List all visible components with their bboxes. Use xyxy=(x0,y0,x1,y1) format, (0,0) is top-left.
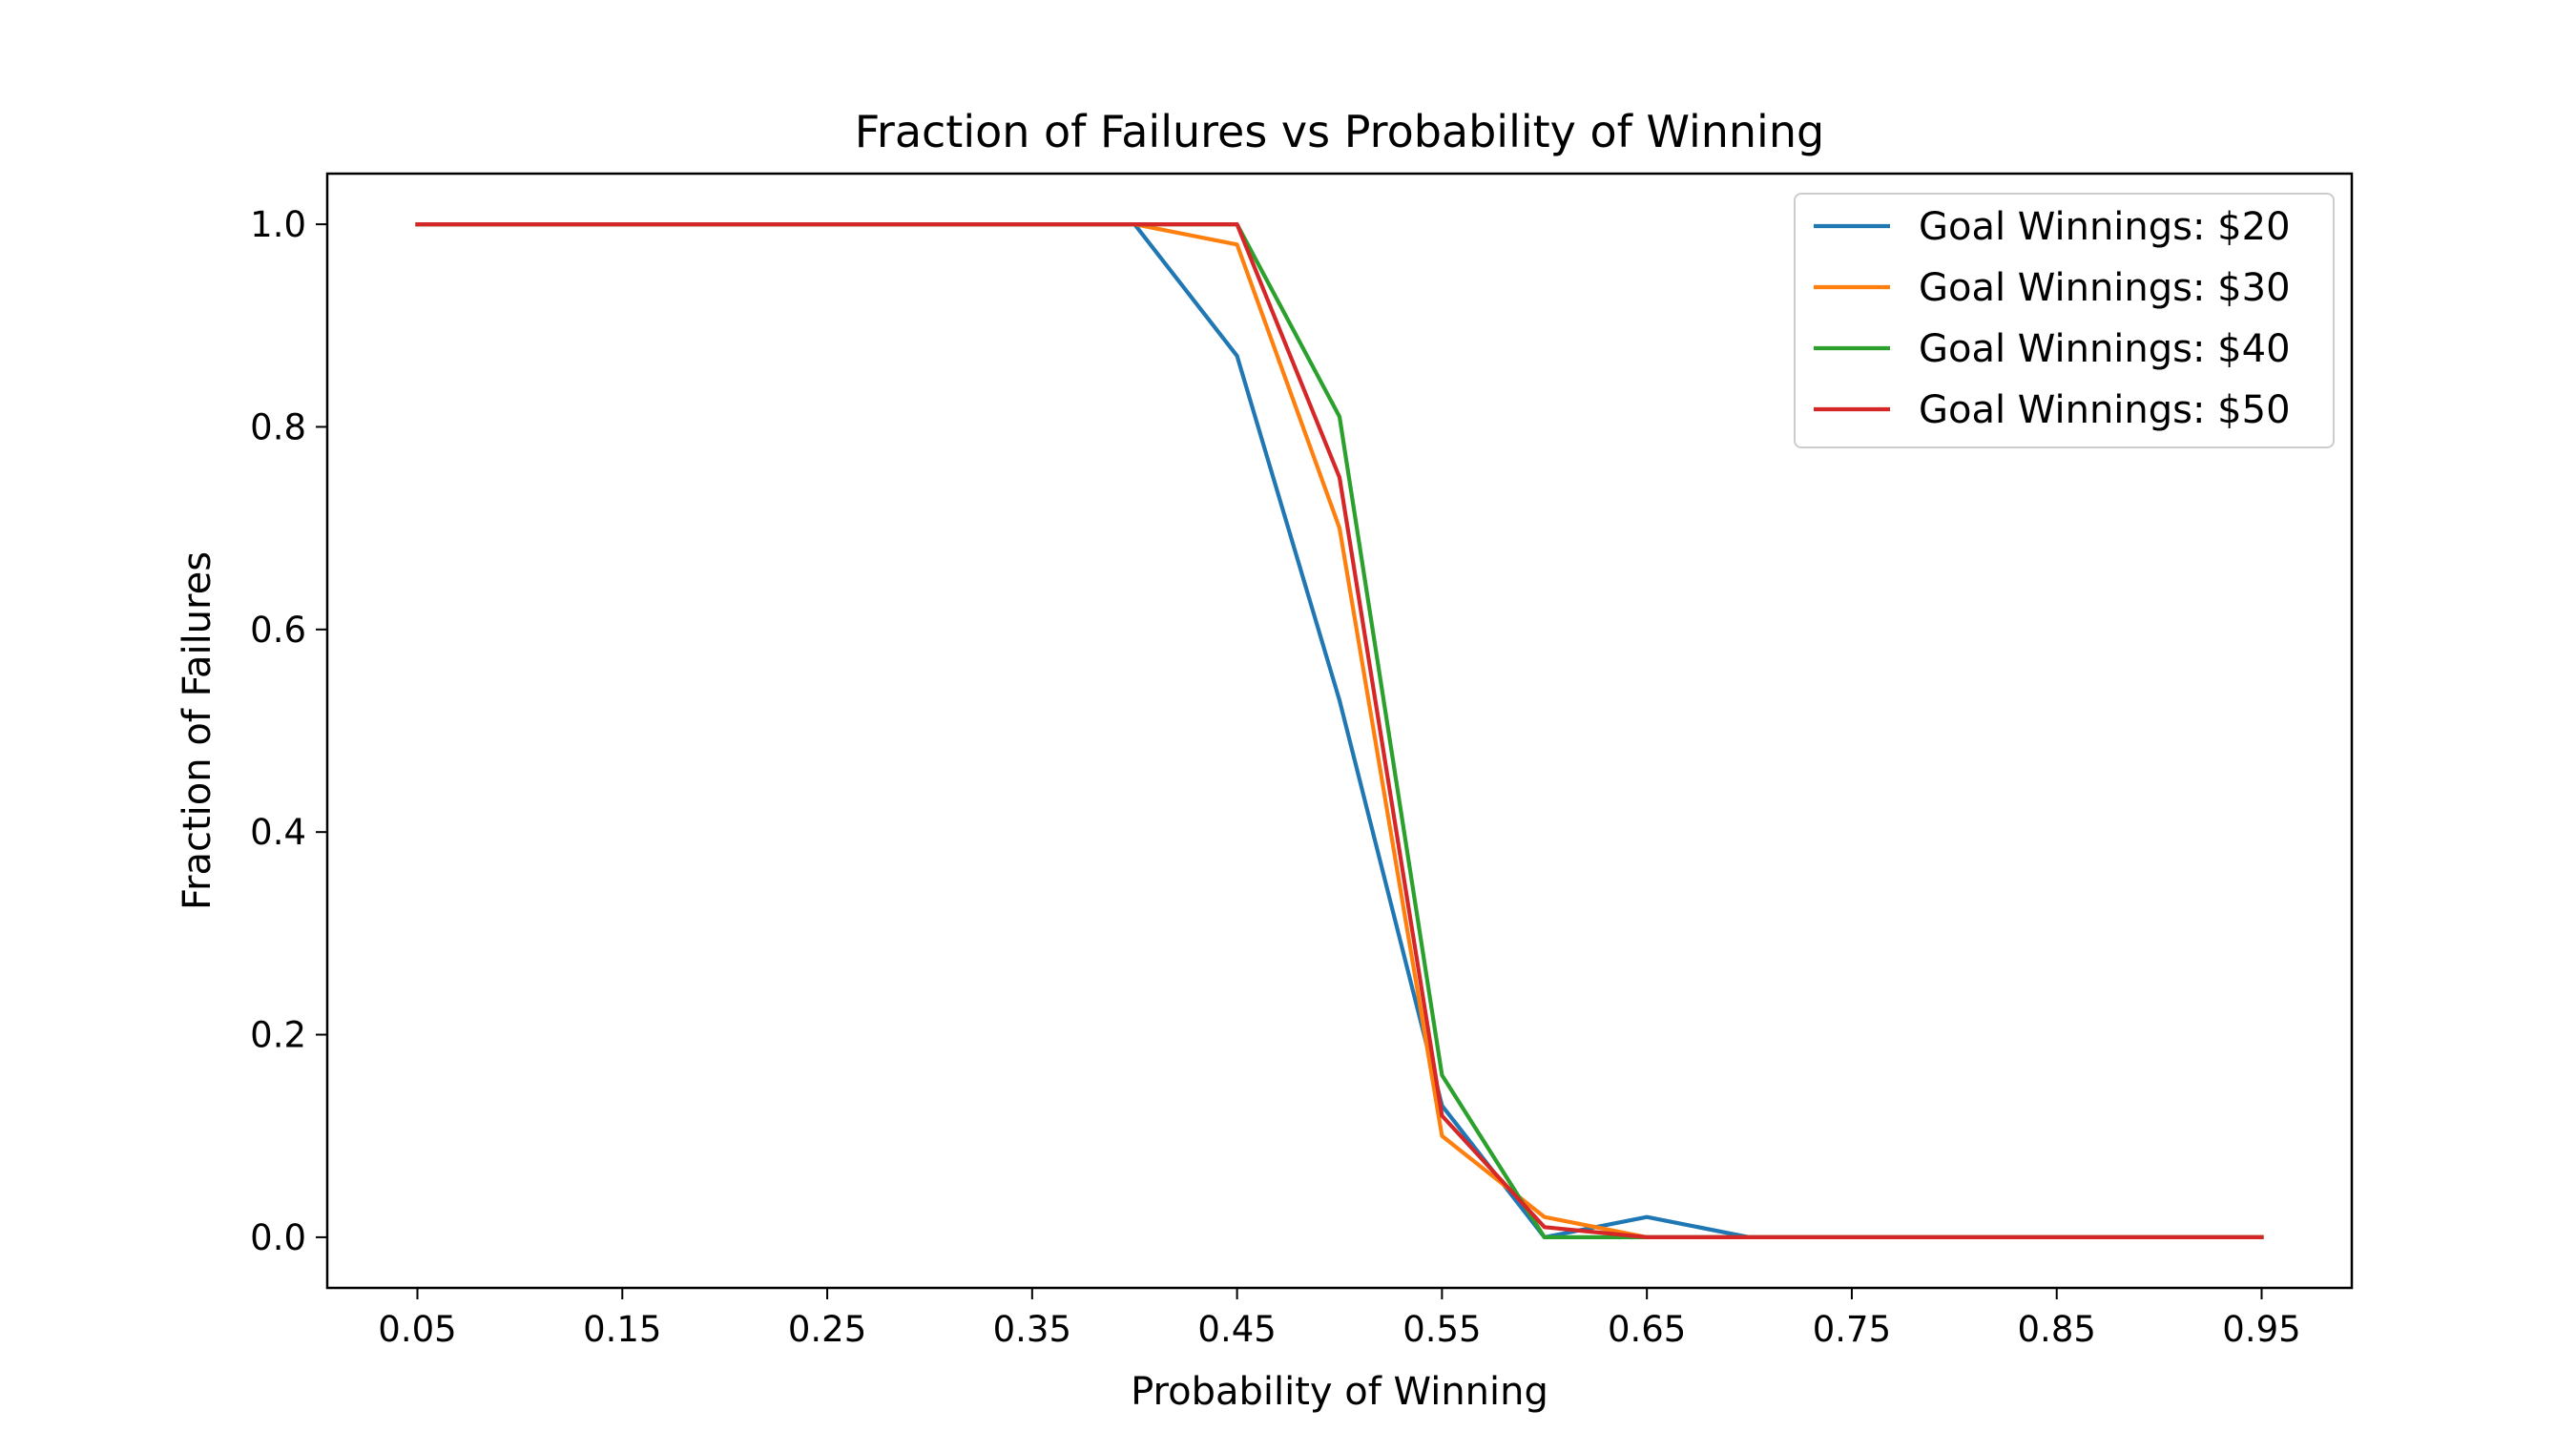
x-tick-label: 0.45 xyxy=(1197,1309,1276,1350)
y-tick-label: 0.2 xyxy=(250,1015,306,1056)
x-axis-label: Probability of Winning xyxy=(1131,1370,1548,1414)
x-tick-label: 0.05 xyxy=(378,1309,456,1350)
x-tick-label: 0.55 xyxy=(1402,1309,1481,1350)
series-line-4 xyxy=(415,222,2264,1240)
x-tick-label: 0.15 xyxy=(583,1309,661,1350)
y-axis-label: Fraction of Failures xyxy=(176,551,219,910)
y-tick-label: 0.0 xyxy=(250,1217,306,1258)
x-tick-label: 0.65 xyxy=(1608,1309,1686,1350)
x-tick-label: 0.25 xyxy=(788,1309,866,1350)
y-tick-label: 0.6 xyxy=(250,610,306,651)
legend: Goal Winnings: $20 Goal Winnings: $30 Goal… xyxy=(1794,193,2335,448)
x-tick-label: 0.85 xyxy=(2018,1309,2096,1350)
series-layer xyxy=(415,222,2264,1240)
chart-title: Fraction of Failures vs Probability of W… xyxy=(855,106,1824,157)
legend-label: Goal Winnings: $30 xyxy=(1919,266,2291,310)
y-axis-ticks: 0.0 0.2 0.4 0.6 0.8 1.0 xyxy=(250,204,327,1258)
x-tick-label: 0.95 xyxy=(2222,1309,2300,1350)
y-tick-label: 0.8 xyxy=(250,406,306,447)
legend-label: Goal Winnings: $40 xyxy=(1919,327,2291,371)
plot-frame xyxy=(325,172,2354,1290)
x-tick-label: 0.75 xyxy=(1813,1309,1891,1350)
legend-label: Goal Winnings: $20 xyxy=(1919,205,2291,249)
y-tick-label: 1.0 xyxy=(250,204,306,245)
y-tick-label: 0.4 xyxy=(250,812,306,853)
legend-label: Goal Winnings: $50 xyxy=(1919,388,2291,432)
x-axis-ticks: 0.05 0.15 0.25 0.35 0.45 0.55 0.65 0.75 0.85 0.95 xyxy=(378,1288,2301,1350)
legend-box xyxy=(1794,193,2335,448)
x-tick-label: 0.35 xyxy=(993,1309,1071,1350)
